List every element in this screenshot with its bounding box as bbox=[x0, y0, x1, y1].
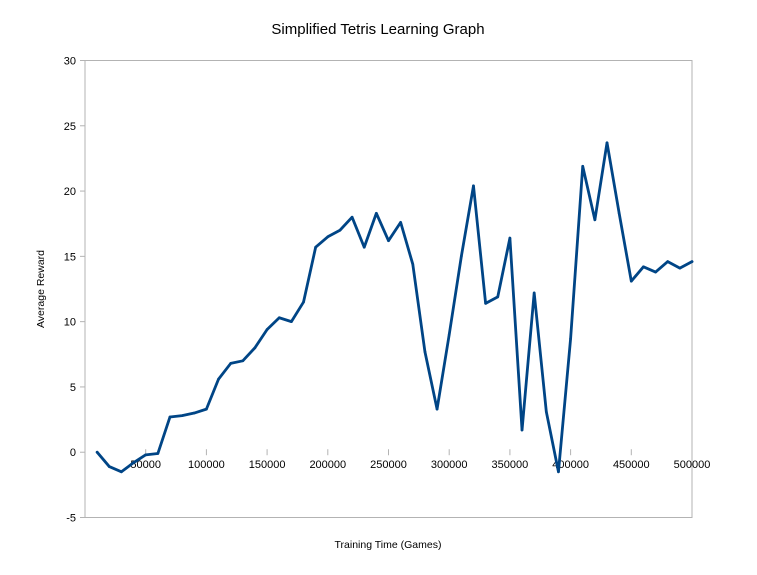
x-axis-ticks: 50000 100000 150000 200000 250000 300000 35000… bbox=[130, 449, 710, 471]
data-point bbox=[156, 452, 160, 455]
data-point bbox=[666, 260, 670, 263]
data-point bbox=[581, 164, 585, 168]
data-point bbox=[144, 453, 147, 457]
data-point bbox=[253, 346, 257, 350]
data-point bbox=[375, 211, 378, 215]
data-point bbox=[617, 211, 621, 215]
data-point bbox=[217, 377, 220, 381]
x-tick-label: 50000 bbox=[130, 459, 161, 471]
x-tick-label: 200000 bbox=[309, 459, 346, 471]
data-point bbox=[508, 236, 512, 240]
x-tick-label: 150000 bbox=[249, 459, 286, 471]
x-tick-label: 400000 bbox=[552, 459, 589, 471]
data-point bbox=[265, 328, 269, 331]
data-point bbox=[423, 350, 427, 353]
data-point bbox=[241, 359, 245, 363]
data-point bbox=[205, 407, 208, 411]
data-point bbox=[338, 228, 342, 232]
data-point bbox=[630, 279, 633, 283]
data-point bbox=[180, 414, 184, 417]
data-point bbox=[690, 260, 694, 263]
x-axis-label: Training Time (Games) bbox=[335, 539, 442, 551]
series-line bbox=[95, 141, 694, 474]
x-tick-label: 500000 bbox=[674, 459, 711, 471]
data-point bbox=[229, 362, 232, 365]
data-point bbox=[460, 255, 463, 258]
data-point bbox=[520, 428, 524, 432]
y-tick-label: 25 bbox=[64, 121, 76, 133]
data-point bbox=[496, 295, 500, 299]
data-point bbox=[120, 470, 123, 474]
data-point bbox=[326, 235, 330, 239]
data-point bbox=[447, 333, 451, 337]
data-point bbox=[545, 410, 548, 414]
data-point bbox=[95, 450, 99, 454]
x-tick-label: 300000 bbox=[431, 459, 468, 471]
data-point bbox=[593, 218, 597, 222]
data-point bbox=[387, 239, 390, 242]
series-layer bbox=[95, 141, 694, 474]
data-point bbox=[168, 415, 172, 419]
data-point bbox=[411, 262, 415, 266]
chart-title: Simplified Tetris Learning Graph bbox=[271, 21, 484, 38]
data-point bbox=[192, 411, 196, 415]
data-point bbox=[107, 465, 111, 468]
data-point bbox=[472, 184, 475, 188]
data-point bbox=[678, 266, 682, 270]
plot-area-frame bbox=[84, 60, 693, 518]
data-point bbox=[302, 300, 305, 304]
data-point bbox=[654, 270, 657, 274]
data-point bbox=[569, 337, 572, 340]
data-point bbox=[362, 245, 366, 249]
y-tick-label: 20 bbox=[64, 186, 76, 198]
y-axis-label: Average Reward bbox=[35, 250, 47, 328]
x-tick-label: 450000 bbox=[613, 459, 650, 471]
data-point bbox=[277, 316, 281, 320]
data-point bbox=[290, 320, 293, 323]
data-point bbox=[557, 470, 560, 474]
data-point bbox=[350, 215, 354, 219]
data-point bbox=[605, 141, 609, 145]
x-tick-label: 350000 bbox=[492, 459, 529, 471]
data-point bbox=[642, 265, 645, 269]
data-point bbox=[484, 302, 487, 305]
y-tick-label: 0 bbox=[70, 447, 76, 459]
data-point bbox=[132, 461, 135, 464]
data-point bbox=[532, 291, 536, 295]
y-tick-label: 15 bbox=[64, 251, 76, 263]
y-axis-ticks: -5 0 5 10 15 20 25 30 bbox=[64, 56, 85, 525]
y-tick-label: 30 bbox=[64, 56, 76, 68]
x-tick-label: 100000 bbox=[188, 459, 225, 471]
x-tick-label: 250000 bbox=[370, 459, 407, 471]
data-point bbox=[314, 245, 317, 249]
data-point bbox=[399, 221, 402, 224]
y-tick-label: 10 bbox=[64, 317, 76, 329]
data-point bbox=[435, 407, 439, 411]
y-tick-label: -5 bbox=[66, 513, 76, 525]
y-tick-label: 5 bbox=[70, 382, 76, 394]
